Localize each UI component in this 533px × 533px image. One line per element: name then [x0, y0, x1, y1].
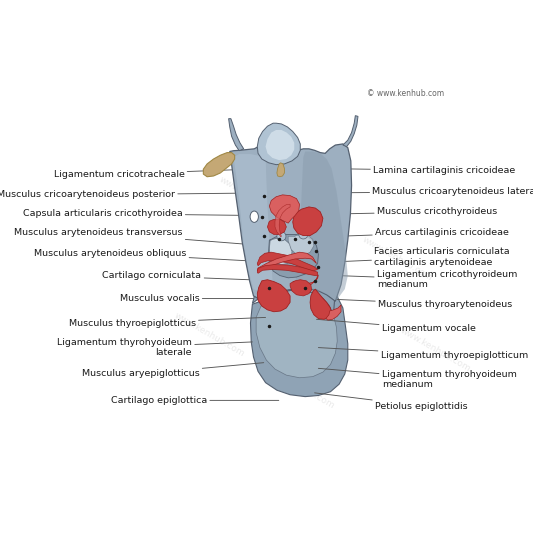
Text: www.kenhub.com: www.kenhub.com	[217, 175, 291, 222]
Polygon shape	[253, 271, 335, 315]
Polygon shape	[268, 220, 286, 235]
Polygon shape	[293, 207, 323, 236]
Polygon shape	[277, 163, 285, 177]
Polygon shape	[229, 119, 244, 151]
Circle shape	[277, 232, 286, 241]
Circle shape	[299, 230, 308, 239]
Text: Musculus aryepiglotticus: Musculus aryepiglotticus	[82, 362, 264, 378]
Text: Cartilago corniculata: Cartilago corniculata	[102, 271, 277, 281]
Polygon shape	[257, 123, 300, 165]
Text: Ligamentum vocale: Ligamentum vocale	[317, 319, 475, 333]
Polygon shape	[343, 116, 358, 147]
Polygon shape	[257, 280, 290, 312]
Polygon shape	[310, 289, 332, 319]
Polygon shape	[293, 275, 318, 286]
Polygon shape	[295, 151, 348, 301]
Text: Musculus arytenoideus obliquus: Musculus arytenoideus obliquus	[34, 249, 269, 262]
Text: www.kenhub.com: www.kenhub.com	[263, 364, 336, 411]
Text: © www.kenhub.com: © www.kenhub.com	[367, 88, 443, 98]
Text: www.kenhub.com: www.kenhub.com	[361, 235, 434, 283]
Polygon shape	[204, 152, 235, 177]
Text: Ligamentum cricotracheale: Ligamentum cricotracheale	[54, 168, 269, 179]
Polygon shape	[230, 144, 352, 301]
Polygon shape	[265, 130, 294, 160]
Text: Facies articularis corniculata
cartilaginis arytenoideae: Facies articularis corniculata cartilagi…	[316, 247, 510, 267]
Ellipse shape	[250, 211, 259, 222]
Text: Musculus cricoarytenoideus lateralis: Musculus cricoarytenoideus lateralis	[316, 187, 533, 196]
Polygon shape	[257, 252, 317, 271]
Text: Musculus arytenoideus transversus: Musculus arytenoideus transversus	[14, 228, 265, 246]
Text: Musculus thyroepiglotticus: Musculus thyroepiglotticus	[69, 318, 265, 328]
Text: Lamina cartilaginis cricoideae: Lamina cartilaginis cricoideae	[316, 166, 515, 175]
Text: Musculus cricothyroideus: Musculus cricothyroideus	[316, 207, 497, 216]
Text: www.kenhub.com: www.kenhub.com	[172, 311, 246, 358]
Polygon shape	[288, 235, 314, 256]
Polygon shape	[233, 154, 273, 292]
Text: Petiolus epiglottidis: Petiolus epiglottidis	[314, 393, 467, 410]
Text: Musculus thyroarytenoideus: Musculus thyroarytenoideus	[317, 298, 512, 309]
Text: Ligamentum thyrohyoideum
laterale: Ligamentum thyrohyoideum laterale	[57, 338, 253, 357]
Polygon shape	[257, 264, 318, 276]
Polygon shape	[275, 204, 290, 237]
Polygon shape	[257, 252, 318, 271]
Polygon shape	[269, 238, 292, 264]
Polygon shape	[269, 235, 318, 278]
Text: Capsula articularis cricothyroidea: Capsula articularis cricothyroidea	[23, 209, 262, 218]
Text: Ligamentum cricothyroideum
medianum: Ligamentum cricothyroideum medianum	[317, 270, 517, 289]
Polygon shape	[269, 195, 300, 223]
Polygon shape	[326, 305, 341, 320]
Text: Ligamentum thyroepiglotticum: Ligamentum thyroepiglotticum	[318, 348, 528, 360]
Polygon shape	[256, 290, 337, 378]
Text: Ligamentum thyrohyoideum
medianum: Ligamentum thyrohyoideum medianum	[318, 368, 516, 389]
Polygon shape	[251, 288, 348, 397]
Text: Arcus cartilaginis cricoideae: Arcus cartilaginis cricoideae	[316, 228, 509, 237]
Polygon shape	[290, 280, 312, 296]
Text: Musculus vocalis: Musculus vocalis	[120, 294, 271, 303]
Text: Musculus cricoarytenoideus posterior: Musculus cricoarytenoideus posterior	[0, 190, 260, 199]
Text: www.kenhub.com: www.kenhub.com	[399, 326, 472, 373]
Text: Cartilago epiglottica: Cartilago epiglottica	[111, 396, 279, 405]
